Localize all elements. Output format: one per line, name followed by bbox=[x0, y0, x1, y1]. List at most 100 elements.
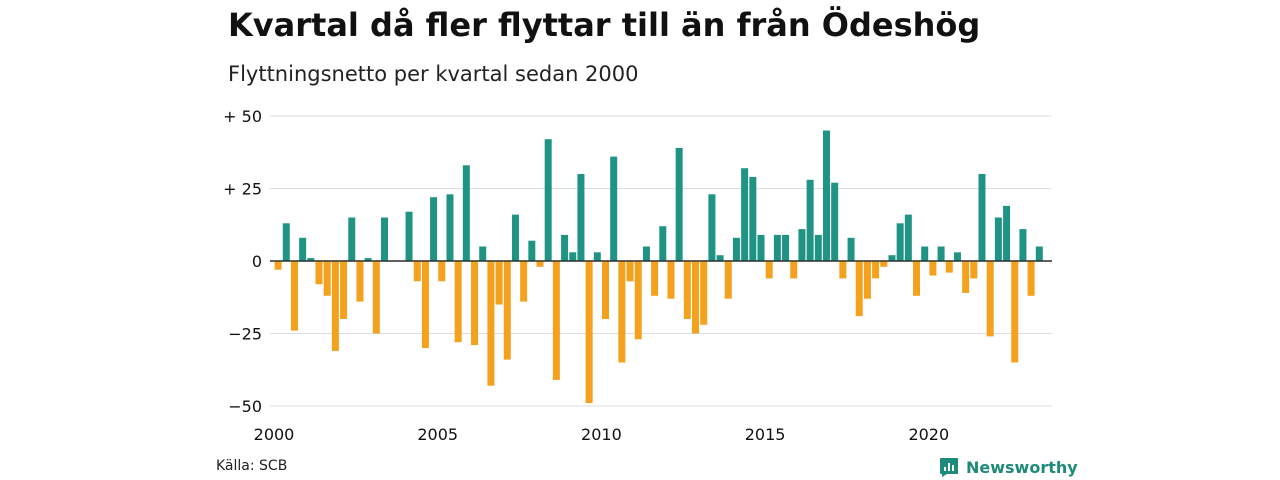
bar bbox=[986, 261, 994, 337]
bar bbox=[462, 165, 470, 261]
chart-subtitle: Flyttningsnetto per kvartal sedan 2000 bbox=[228, 62, 639, 86]
bar bbox=[569, 252, 577, 261]
bar bbox=[642, 246, 650, 261]
bar bbox=[1011, 261, 1019, 363]
bar bbox=[978, 174, 986, 261]
bar bbox=[921, 246, 929, 261]
bar bbox=[692, 261, 700, 334]
bar bbox=[430, 197, 438, 261]
bar bbox=[741, 168, 749, 261]
bar bbox=[1019, 229, 1027, 261]
bar bbox=[331, 261, 339, 351]
y-tick-label: + 25 bbox=[223, 180, 262, 199]
newsworthy-icon bbox=[940, 458, 958, 477]
bar bbox=[1035, 246, 1043, 261]
bar bbox=[601, 261, 609, 319]
bar bbox=[536, 261, 544, 267]
bar bbox=[274, 261, 282, 270]
bar bbox=[880, 261, 888, 267]
bar bbox=[765, 261, 773, 279]
bar bbox=[863, 261, 871, 299]
bar bbox=[790, 261, 798, 279]
bar bbox=[446, 194, 454, 261]
bar bbox=[651, 261, 659, 296]
bar bbox=[618, 261, 626, 363]
bar bbox=[290, 261, 298, 331]
brand-name: Newsworthy bbox=[966, 457, 1078, 477]
bar bbox=[471, 261, 479, 346]
bar bbox=[520, 261, 528, 302]
bar bbox=[896, 223, 904, 261]
bar bbox=[593, 252, 601, 261]
bar bbox=[364, 258, 372, 261]
bar bbox=[438, 261, 446, 282]
bar bbox=[855, 261, 863, 317]
bar bbox=[700, 261, 708, 325]
bar bbox=[634, 261, 642, 340]
bar bbox=[782, 234, 790, 261]
bar bbox=[544, 139, 552, 261]
bar bbox=[708, 194, 716, 261]
chart-title: Kvartal då fler flyttar till än från Öde… bbox=[228, 6, 981, 44]
bar bbox=[953, 252, 961, 261]
bar bbox=[577, 174, 585, 261]
x-tick-label: 2010 bbox=[581, 425, 622, 444]
bar bbox=[904, 214, 912, 261]
bar bbox=[962, 261, 970, 293]
bar bbox=[888, 255, 896, 261]
bar bbox=[798, 229, 806, 261]
bar bbox=[561, 234, 569, 261]
bar bbox=[667, 261, 675, 299]
brand-logo: Newsworthy bbox=[938, 456, 1078, 478]
bar bbox=[822, 130, 830, 261]
bar bbox=[299, 237, 307, 261]
y-tick-label: + 50 bbox=[223, 107, 262, 126]
bar bbox=[307, 258, 315, 261]
x-tick-label: 2005 bbox=[417, 425, 458, 444]
bar bbox=[831, 182, 839, 261]
bar bbox=[683, 261, 691, 319]
bar bbox=[806, 179, 814, 261]
bar bbox=[626, 261, 634, 282]
bar bbox=[757, 234, 765, 261]
bar bbox=[495, 261, 503, 305]
bar bbox=[503, 261, 511, 360]
bar bbox=[929, 261, 937, 276]
bar bbox=[913, 261, 921, 296]
bar bbox=[994, 217, 1002, 261]
bar bbox=[1003, 205, 1011, 261]
bar bbox=[315, 261, 323, 285]
y-axis-ticks: + 50 + 25 0 −25 −50 bbox=[223, 107, 262, 416]
bar bbox=[773, 234, 781, 261]
bar bbox=[732, 237, 740, 261]
bar bbox=[749, 176, 757, 261]
bar bbox=[937, 246, 945, 261]
bar bbox=[724, 261, 732, 299]
bar bbox=[380, 217, 388, 261]
bar bbox=[814, 234, 822, 261]
y-tick-label: −25 bbox=[228, 325, 262, 344]
bar bbox=[454, 261, 462, 343]
bar bbox=[872, 261, 880, 279]
bar bbox=[479, 246, 487, 261]
bar bbox=[348, 217, 356, 261]
bar bbox=[413, 261, 421, 282]
bar bbox=[675, 147, 683, 261]
bar bbox=[585, 261, 593, 404]
bar bbox=[659, 226, 667, 261]
bar bbox=[610, 156, 618, 261]
y-tick-label: 0 bbox=[252, 252, 262, 271]
bar bbox=[511, 214, 519, 261]
bar bbox=[487, 261, 495, 386]
bar bbox=[847, 237, 855, 261]
x-tick-label: 2020 bbox=[908, 425, 949, 444]
bar bbox=[340, 261, 348, 319]
x-axis-ticks: 2000 2005 2010 2015 2020 bbox=[254, 425, 950, 444]
bar bbox=[839, 261, 847, 279]
bar bbox=[945, 261, 953, 273]
bar bbox=[282, 223, 290, 261]
x-tick-label: 2015 bbox=[745, 425, 786, 444]
bar bbox=[356, 261, 364, 302]
bar bbox=[372, 261, 380, 334]
